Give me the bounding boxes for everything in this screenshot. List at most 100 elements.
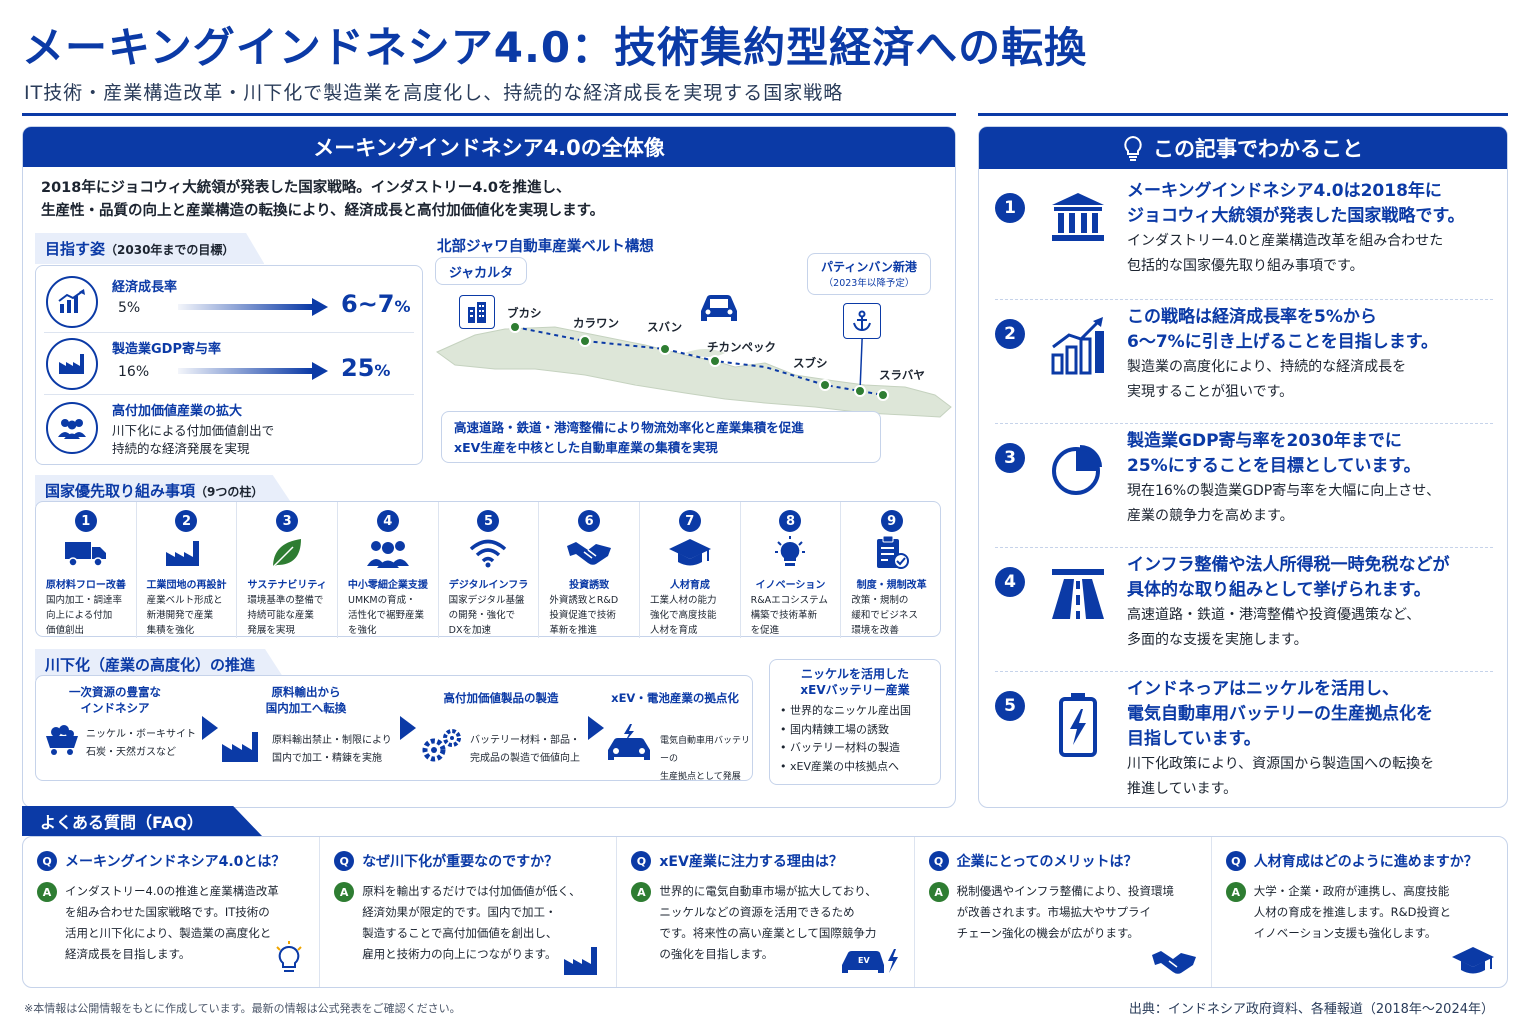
list-item: • 国内精錬工場の誘致 [780,722,889,736]
faq-question: Q なぜ川下化が重要なのですか？ [320,837,616,871]
arrow-icon [178,296,328,318]
map-title: 北部ジャワ自動車産業ベルト構想 [437,239,654,255]
a-badge: A [37,882,57,902]
keypoint-text: この戦略は経済成長率を5%から 6～7%に引き上げることを目指します。 製造業の高度… [1127,307,1438,400]
java-map: ブカシ カラワン スバン チカンペック スブシ スラバヤ ジャカルタ パティンバ… [435,253,953,427]
pillar-desc: 工業人材の能力 強化で高度技能 人材を育成 [650,595,717,636]
wifi-icon [439,534,539,572]
ev-car-icon: EV [840,945,900,977]
city-label: ブカシ [507,306,542,320]
faq-answer: A 原料を輸出するだけでは付加価値が低く、 経済効果が限定的です。国内で加工・ 製造す… [320,881,616,965]
a-badge: A [334,882,355,902]
footer-note: ※本情報は公開情報をもとに作成しています。最新の情報は公式発表をご確認ください。 [24,1002,461,1015]
faq-tag: よくある質問（FAQ） [22,806,262,836]
factory-icon [46,338,98,390]
nickel-list: • 世界的なニッケル産出国 • 国内精錬工場の誘致 • バッテリー材料の製造 •… [780,702,930,776]
chain-step-highvalue-desc: バッテリー材料・部品・ 完成品の製造で価値向上 [470,735,580,764]
goals-box: 経済成長率 5% 6~7% 製造業GDP寄与率 16% 25% 高付加価値産業の… [35,265,423,465]
graduation-cap-icon [640,534,740,572]
city-label: スブシ [793,356,828,370]
pillar-desc: 産業ベルト形成と 新港開発で産業 集積を強化 [146,595,223,636]
pillar-title: 人材育成 [669,580,710,591]
pillar-number: 1 [74,510,97,532]
faq-answer: A 税制優遇やインフラ整備により、投資環境 が改善されます。市場拡大やサプライ チェー… [915,881,1211,944]
keypoint-item: 2 この戦略は経済成長率を5%から 6～7%に引き上げることを目指します。 製造業の高… [979,305,1509,425]
faq-item: Q 人材育成はどのように進めますか？ A 大学・企業・政府が連携し、高度技能 人材の育成… [1212,837,1509,987]
faq-question: Q 企業にとってのメリットは？ [915,837,1211,871]
goal-growth-target: 6~7% [341,290,411,318]
goal-growth-from: 5% [118,300,141,316]
list-item: • バッテリー材料の製造 [780,741,900,754]
nickel-title: ニッケルを活用した xEVバッテリー産業 [800,667,910,697]
pillar-number: 3 [276,510,299,532]
nickel-box: ニッケルを活用した xEVバッテリー産業 • 世界的なニッケル産出国 • 国内精錬… [769,659,941,785]
faq-answer: A インダストリー4.0の推進と産業構造改革 を組み合わせた国家戦略です。IT技術の… [23,881,319,965]
factory-small-icon [562,943,602,977]
faq-answer: A 大学・企業・政府が連携し、高度技能 人材の育成を推進します。R&D投資と イノベー… [1212,881,1509,944]
a-badge: A [631,882,652,902]
chevron-right-icon [400,716,416,740]
pillar-title: 原材料フロー改善 [45,580,126,591]
overview-panel: メーキングインドネシア4.0の全体像 2018年にジョコウィ大統領が発表した国家… [22,126,956,808]
page-title: メーキングインドネシア4.0：技術集約型経済への転換 [22,23,1088,72]
chain-step-resources-desc: ニッケル・ボーキサイト 石炭・天然ガスなど [86,729,196,758]
chain-step-processing-desc: 原料輸出禁止・制限により 国内で加工・精錬を実施 [272,735,392,764]
lightbulb-outline-icon [273,941,305,977]
pillar-item: 8 イノベーション R&Aエコシステム 構築で技術革新 を促進 [741,502,842,638]
keypoint-number: 4 [995,567,1025,597]
pillar-title: デジタルインフラ [448,580,529,591]
faq-question: Q 人材育成はどのように進めますか？ [1212,837,1509,871]
pie-chart-icon [1043,441,1113,497]
port-label: パティンバン新港 （2023年以降予定） [807,253,931,295]
pillar-desc: R&Aエコシステム 構築で技術革新 を促進 [750,595,828,636]
city-marker [659,343,671,355]
faq-answer: A 世界的に電気自動車市場が拡大しており、 ニッケルなどの資源を活用できるため です。… [617,881,913,965]
keypoint-number: 1 [995,193,1025,223]
pillar-desc: 国家デジタル基盤 の開発・強化で DXを加速 [448,595,525,636]
chain-step-xev: xEV・電池産業の拠点化 [611,691,739,705]
city-marker [579,335,591,347]
q-badge: Q [37,851,57,871]
battery-icon [1043,693,1113,757]
goal-gdp-from: 16% [118,364,150,380]
keypoint-text: 製造業GDP寄与率を2030年までに 25%にすることを目標としています。 現在16… [1127,431,1441,524]
keypoint-divider [995,423,1493,424]
page-subtitle: IT技術・産業構造改革・川下化で製造業を高度化し、持続的な経済成長を実現する国家… [24,82,844,104]
goal-growth-label: 経済成長率 [112,280,178,295]
footer-source: 出典：インドネシア政府資料、各種報道（2018年～2024年） [1128,1002,1494,1017]
checklist-icon [841,534,942,572]
keypoint-number: 2 [995,319,1025,349]
people-icon [46,402,98,454]
lightbulb-icon [1123,135,1143,161]
chevron-right-icon [588,716,604,740]
pillar-number: 8 [779,510,802,532]
chain-step-processing: 原料輸出から 国内加工へ転換 [265,685,347,715]
pillar-item: 4 中小零細企業支援 UMKMの育成・ 活性化で裾野産業 を強化 [338,502,439,638]
city-marker [819,379,831,391]
anchor-icon [843,303,881,339]
pillar-title: 中小零細企業支援 [347,580,428,591]
goal-gdp-target: 25% [341,354,391,382]
faq-item: Q なぜ川下化が重要なのですか？ A 原料を輸出するだけでは付加価値が低く、 経済効果が… [320,837,618,987]
factory-icon [137,534,237,572]
keypoints-heading: この記事でわかること [979,127,1507,169]
overview-heading-text: メーキングインドネシア4.0の全体像 [313,136,665,160]
intro-line-2: 生産性・品質の向上と産業構造の転換により、経済成長と高付加価値化を実現します。 [41,203,605,219]
pillar-number: 9 [880,510,903,532]
pillar-title: 制度・規制改革 [856,580,927,591]
highway-icon [1043,565,1113,621]
city-marker [854,385,866,397]
keypoint-divider [995,547,1493,548]
chain-step-xev-desc: 電気自動車用バッテリーの 生産拠点として発展 [660,736,751,782]
people-icon [338,534,438,572]
faq-item: Q 企業にとってのメリットは？ A 税制優遇やインフラ整備により、投資環境 が改善されま… [915,837,1212,987]
faq-item: Q メーキングインドネシア4.0とは？ A インダストリー4.0の推進と産業構造改革を… [23,837,321,987]
handshake-small-icon [1151,947,1197,977]
city-label: チカンペック [707,340,776,354]
chevron-right-icon [202,716,218,740]
svg-text:EV: EV [858,956,870,965]
city-marker [709,355,721,367]
pillar-title: サステナビリティ [247,580,327,591]
jakarta-label: ジャカルタ [435,257,527,285]
